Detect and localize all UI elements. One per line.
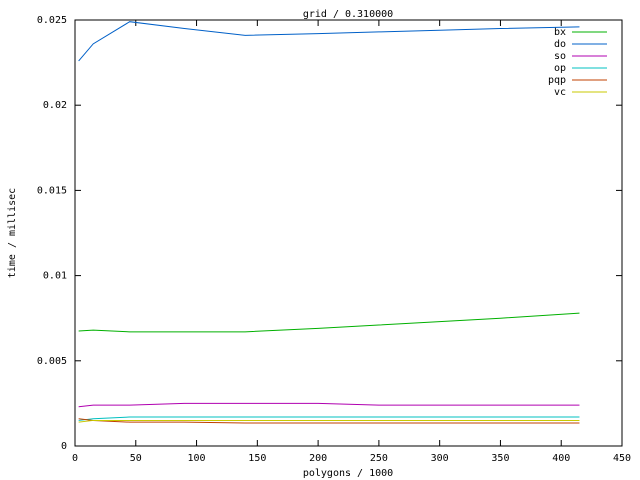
- series-line: [78, 402, 580, 408]
- x-tick-label: 0: [72, 453, 78, 464]
- x-axis-label: polygons / 1000: [303, 468, 393, 479]
- series-line: [78, 312, 580, 333]
- x-tick-label: 350: [491, 453, 509, 464]
- chart-title: grid / 0.310000: [303, 9, 393, 20]
- y-axis-label: time / millisec: [7, 188, 18, 278]
- x-tick-label: 200: [309, 453, 327, 464]
- legend-label: vc: [554, 87, 566, 98]
- y-tick-label: 0.01: [43, 271, 67, 282]
- y-tick-label: 0.02: [43, 100, 67, 111]
- legend-label: bx: [554, 27, 566, 38]
- legend-label: do: [554, 39, 566, 50]
- legend-label: op: [554, 63, 566, 74]
- y-tick-label: 0.005: [37, 356, 67, 367]
- series-line: [78, 419, 580, 423]
- x-tick-label: 50: [130, 453, 142, 464]
- series-line: [78, 21, 580, 62]
- x-tick-label: 250: [370, 453, 388, 464]
- legend-label: pqp: [548, 75, 566, 86]
- y-tick-label: 0.025: [37, 15, 67, 26]
- x-tick-label: 450: [613, 453, 631, 464]
- x-tick-label: 400: [552, 453, 570, 464]
- x-tick-label: 100: [188, 453, 206, 464]
- y-tick-label: 0.015: [37, 185, 67, 196]
- series-line: [78, 418, 580, 424]
- plot-frame: [74, 19, 623, 447]
- x-tick-label: 300: [431, 453, 449, 464]
- y-tick-label: 0: [61, 441, 67, 452]
- legend-label: so: [554, 51, 566, 62]
- series-line: [78, 416, 580, 421]
- x-tick-label: 150: [248, 453, 266, 464]
